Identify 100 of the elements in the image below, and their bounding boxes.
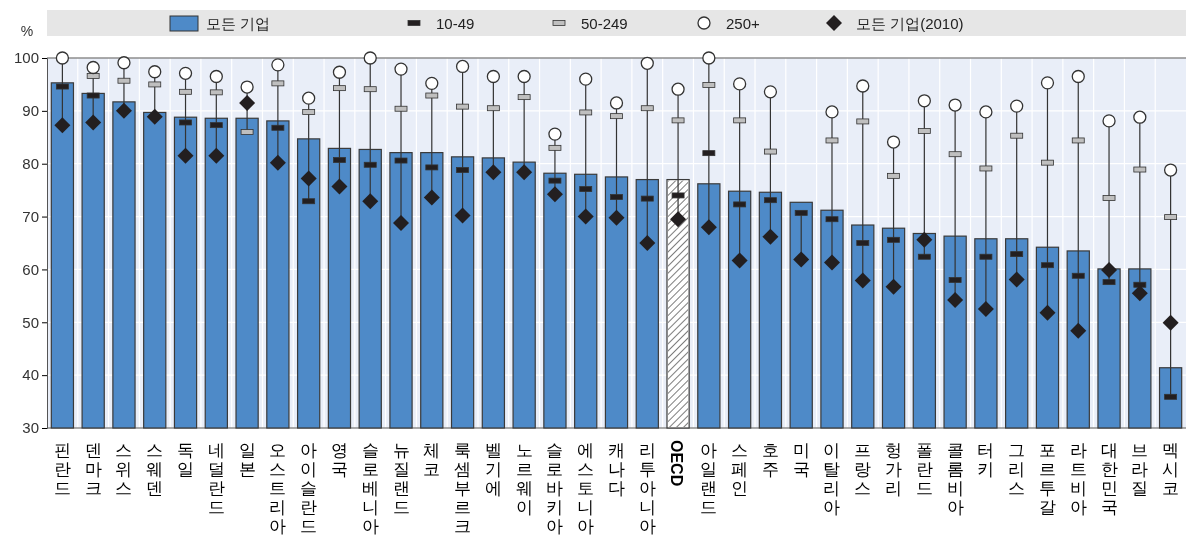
x-tick-label: 에스토니아 <box>577 441 595 536</box>
point <box>1039 304 1056 321</box>
y-tick-label: 40 <box>22 366 39 384</box>
point <box>423 189 440 206</box>
point <box>517 69 531 84</box>
x-tick-label: 터키 <box>977 441 995 479</box>
x-tick-label: 콜롬비아 <box>946 441 964 517</box>
x-tick-label: 캐나다 <box>608 441 625 498</box>
x-tick-label: OECD <box>668 440 686 487</box>
x-tick-label: 슬로베니아 <box>361 441 379 536</box>
x-tick-label: 영국 <box>330 441 348 479</box>
x-tick-label: 브라질 <box>1131 441 1149 498</box>
legend-label: 모든 기업(2010) <box>856 15 964 32</box>
point <box>393 214 410 231</box>
point <box>239 94 256 111</box>
point <box>886 135 901 149</box>
point <box>823 254 840 271</box>
point <box>854 272 871 289</box>
x-tick-label: 네덜란드 <box>207 441 225 517</box>
point <box>1071 69 1085 84</box>
point <box>485 164 502 181</box>
point <box>362 193 379 210</box>
point <box>1040 76 1055 90</box>
point <box>302 91 316 105</box>
y-axis-title: % <box>20 23 34 39</box>
point <box>916 231 933 248</box>
point <box>917 94 931 108</box>
point <box>178 66 193 80</box>
point <box>455 59 470 74</box>
x-tick-label: 룩셈부르크 <box>454 441 472 536</box>
x-tick-label: 뉴질랜드 <box>392 441 410 517</box>
point <box>670 211 687 228</box>
point <box>948 98 962 112</box>
x-tick-label: 포르투갈 <box>1038 441 1056 517</box>
point <box>85 114 102 131</box>
point <box>885 278 902 295</box>
x-tick-label: 라트비아 <box>1069 441 1087 517</box>
y-tick-label: 60 <box>22 260 39 278</box>
point <box>331 178 348 195</box>
point <box>731 252 748 269</box>
x-tick-label: 스페인 <box>731 441 749 498</box>
x-tick-label: 아일랜드 <box>700 441 718 517</box>
point <box>1163 163 1178 177</box>
point <box>825 105 839 119</box>
x-tick-label: 스위스 <box>115 441 133 498</box>
x-tick-label: 독일 <box>177 441 195 479</box>
point <box>1010 99 1024 113</box>
legend-label: 10-49 <box>436 15 475 32</box>
x-tick-label: 멕시코 <box>1162 441 1180 498</box>
x-tick-label: 덴마크 <box>84 441 102 498</box>
point <box>117 56 131 70</box>
y-tick-label: 30 <box>22 419 39 437</box>
point <box>608 209 625 226</box>
legend-label: 250+ <box>726 15 761 32</box>
x-tick-label: 체코 <box>423 441 441 479</box>
point <box>271 58 285 72</box>
x-tick-label: 리투아니아 <box>638 441 656 536</box>
point <box>332 65 347 79</box>
point <box>640 56 654 70</box>
point <box>425 76 439 91</box>
point <box>240 80 254 94</box>
point <box>209 69 223 84</box>
point <box>363 51 377 65</box>
x-tick-label: 오스트리아 <box>269 441 287 536</box>
y-tick-label: 50 <box>22 313 39 331</box>
x-tick-label: 대한민국 <box>1100 441 1118 517</box>
point <box>516 164 533 181</box>
point <box>856 79 870 93</box>
point <box>977 301 994 318</box>
point <box>1133 110 1147 124</box>
x-tick-label: 이탈리아 <box>823 441 841 517</box>
point <box>702 51 716 65</box>
x-tick-label: 노르웨이 <box>515 441 533 517</box>
legend-label: 모든 기업 <box>206 15 271 32</box>
x-tick-label: 그리스 <box>1008 441 1026 498</box>
x-tick-label: 핀란드 <box>53 441 71 498</box>
point <box>394 62 408 76</box>
x-tick-label: 미국 <box>792 441 810 479</box>
point <box>1008 271 1025 288</box>
y-tick-label: 70 <box>22 207 39 225</box>
point <box>700 219 717 236</box>
point <box>1070 322 1087 339</box>
point <box>454 207 471 224</box>
x-tick-label: 폴란드 <box>915 441 933 498</box>
point <box>1162 314 1179 331</box>
y-tick-label: 100 <box>13 49 39 67</box>
y-tick-label: 90 <box>22 102 39 120</box>
point <box>609 96 624 110</box>
point <box>269 154 286 171</box>
point <box>763 85 778 99</box>
point <box>979 105 993 119</box>
x-tick-label: 벨기에 <box>484 441 502 498</box>
point <box>671 82 685 96</box>
x-tick-label: 프랑스 <box>854 441 872 498</box>
point <box>115 102 132 119</box>
point <box>546 186 563 203</box>
point <box>793 251 810 268</box>
point <box>177 147 194 164</box>
point <box>55 51 70 65</box>
point <box>548 127 562 141</box>
